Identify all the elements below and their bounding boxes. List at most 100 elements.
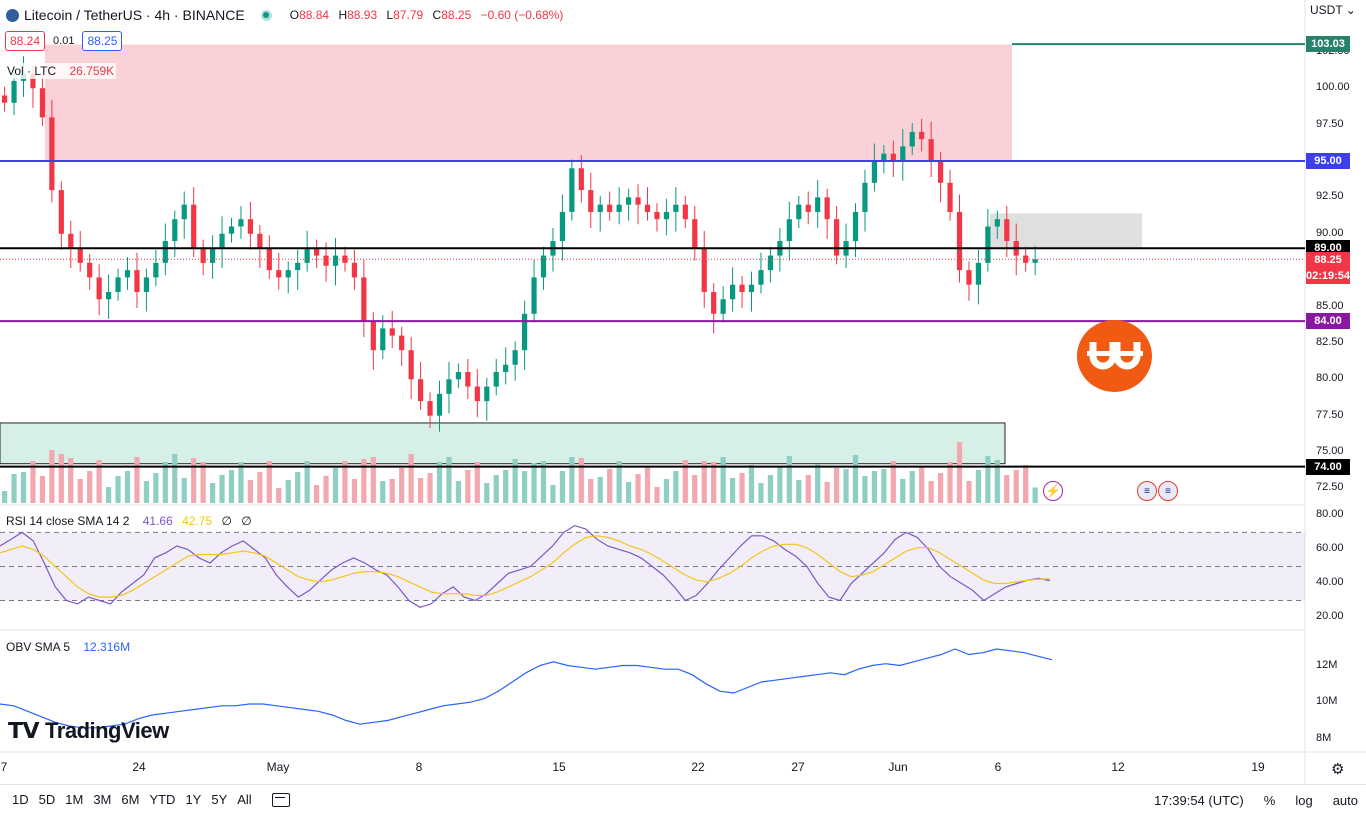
volume-bar	[559, 471, 566, 503]
range-all[interactable]: All	[237, 792, 252, 807]
volume-bar	[578, 458, 584, 503]
candle-body	[342, 255, 348, 263]
settings-gear-icon[interactable]: ⚙	[1331, 761, 1345, 778]
sell-price-button[interactable]: 88.24	[5, 31, 46, 51]
candle-body	[11, 80, 17, 103]
volume-bar	[295, 472, 301, 503]
volume-bar	[342, 461, 348, 503]
candle-body	[673, 204, 679, 212]
obv-axis-label: 12M	[1316, 658, 1338, 671]
time-axis-label: 22	[691, 760, 705, 774]
volume-bar	[824, 482, 830, 503]
obv-legend[interactable]: OBV SMA 5 12.316M	[6, 640, 130, 654]
candle-body	[389, 328, 395, 336]
range-1y[interactable]: 1Y	[185, 792, 202, 807]
candle-body	[115, 277, 121, 292]
candle-body	[455, 372, 462, 380]
symbol-title[interactable]: Litecoin / TetherUS · 4h · BINANCE	[24, 7, 245, 23]
volume-bar	[531, 463, 537, 503]
candle-body	[758, 270, 764, 285]
candle-body	[815, 197, 821, 212]
volume-bar	[815, 464, 821, 503]
rsi-axis-label: 60.00	[1316, 542, 1344, 555]
obv-axis-label: 10M	[1316, 695, 1338, 708]
price-axis-label: 77.50	[1316, 408, 1344, 421]
volume-bar	[938, 473, 944, 503]
candle-body	[200, 248, 206, 263]
time-axis-label: 15	[552, 760, 566, 774]
bid-ask-panel: 88.24 0.01 88.25	[5, 31, 123, 51]
range-5y[interactable]: 5Y	[211, 792, 228, 807]
us-flag-event-icon-2[interactable]: ≡	[1158, 481, 1178, 501]
market-status-icon[interactable]	[260, 9, 272, 21]
obv-value: 12.316M	[83, 640, 131, 654]
volume-bar	[2, 491, 8, 503]
range-6m[interactable]: 6M	[121, 792, 140, 807]
volume-bar	[162, 462, 168, 503]
volume-bar	[758, 483, 764, 503]
volume-bar	[361, 459, 367, 503]
ohlc-close: 88.25	[441, 8, 472, 22]
volume-bar	[701, 461, 707, 503]
candle-body	[871, 160, 878, 183]
volume-bar	[68, 458, 74, 503]
volume-legend[interactable]: Vol · LTC 26.759K	[5, 63, 117, 79]
volume-bar	[786, 456, 792, 503]
candle-body	[607, 204, 613, 212]
candle-body	[295, 262, 301, 271]
goto-date-calendar-icon[interactable]	[271, 792, 290, 807]
volume-bar	[399, 468, 405, 503]
log-toggle[interactable]: log	[1295, 793, 1313, 808]
candle-body	[928, 139, 934, 161]
volume-bar	[503, 470, 509, 503]
volume-bar	[966, 481, 972, 503]
candle-body	[654, 211, 660, 220]
volume-bar	[446, 457, 452, 503]
candle-body	[87, 262, 93, 278]
volume-bar	[796, 480, 802, 503]
us-flag-event-icon[interactable]: ≡	[1137, 481, 1157, 501]
candle-body	[191, 204, 197, 249]
percent-toggle[interactable]: %	[1263, 793, 1276, 808]
buy-price-button[interactable]: 88.25	[82, 31, 123, 51]
candle-body	[909, 131, 915, 147]
volume-bar	[143, 481, 150, 503]
candle-body	[181, 204, 187, 220]
candle-body	[531, 277, 537, 314]
candle-body	[2, 95, 8, 103]
range-5d[interactable]: 5D	[38, 792, 56, 807]
obv-legend-name: OBV SMA 5	[6, 640, 71, 654]
volume-bar	[181, 478, 187, 503]
utc-clock[interactable]: 17:39:54 (UTC)	[1154, 793, 1244, 808]
volume-bar	[323, 475, 329, 503]
tradingview-logo-text: TradingView	[45, 718, 169, 743]
candle-body	[370, 321, 376, 351]
auto-toggle[interactable]: auto	[1332, 793, 1358, 808]
candle-body	[824, 197, 830, 220]
range-3m[interactable]: 3M	[93, 792, 112, 807]
rsi-legend[interactable]: RSI 14 close SMA 14 2 41.66 42.75 ∅ ∅	[6, 514, 252, 528]
candle-body	[701, 248, 707, 292]
volume-bar	[285, 480, 291, 503]
candle-body	[522, 313, 528, 351]
currency-selector[interactable]: USDT ⌄	[1310, 3, 1356, 17]
zone-range	[990, 213, 1142, 249]
range-1d[interactable]: 1D	[12, 792, 29, 807]
rsi-legend-name: RSI 14 close SMA 14 2	[6, 514, 130, 528]
volume-bar	[191, 458, 197, 503]
candle-body	[68, 233, 74, 249]
flash-event-icon[interactable]: ⚡	[1043, 481, 1063, 501]
range-ytd[interactable]: YTD	[149, 792, 176, 807]
time-axis-label: 19	[1251, 760, 1265, 774]
volume-bar	[673, 471, 679, 503]
volume-bar	[550, 485, 556, 503]
candle-body	[503, 364, 509, 373]
chart-canvas[interactable]	[0, 0, 1366, 784]
tradingview-logo[interactable]: 𝗧𝗩 TradingView	[8, 718, 169, 744]
volume-bar	[739, 473, 745, 503]
candle-body	[399, 335, 405, 351]
candle-body	[663, 211, 670, 220]
candle-body	[238, 219, 244, 227]
range-1m[interactable]: 1M	[65, 792, 84, 807]
volume-bar	[512, 459, 518, 503]
